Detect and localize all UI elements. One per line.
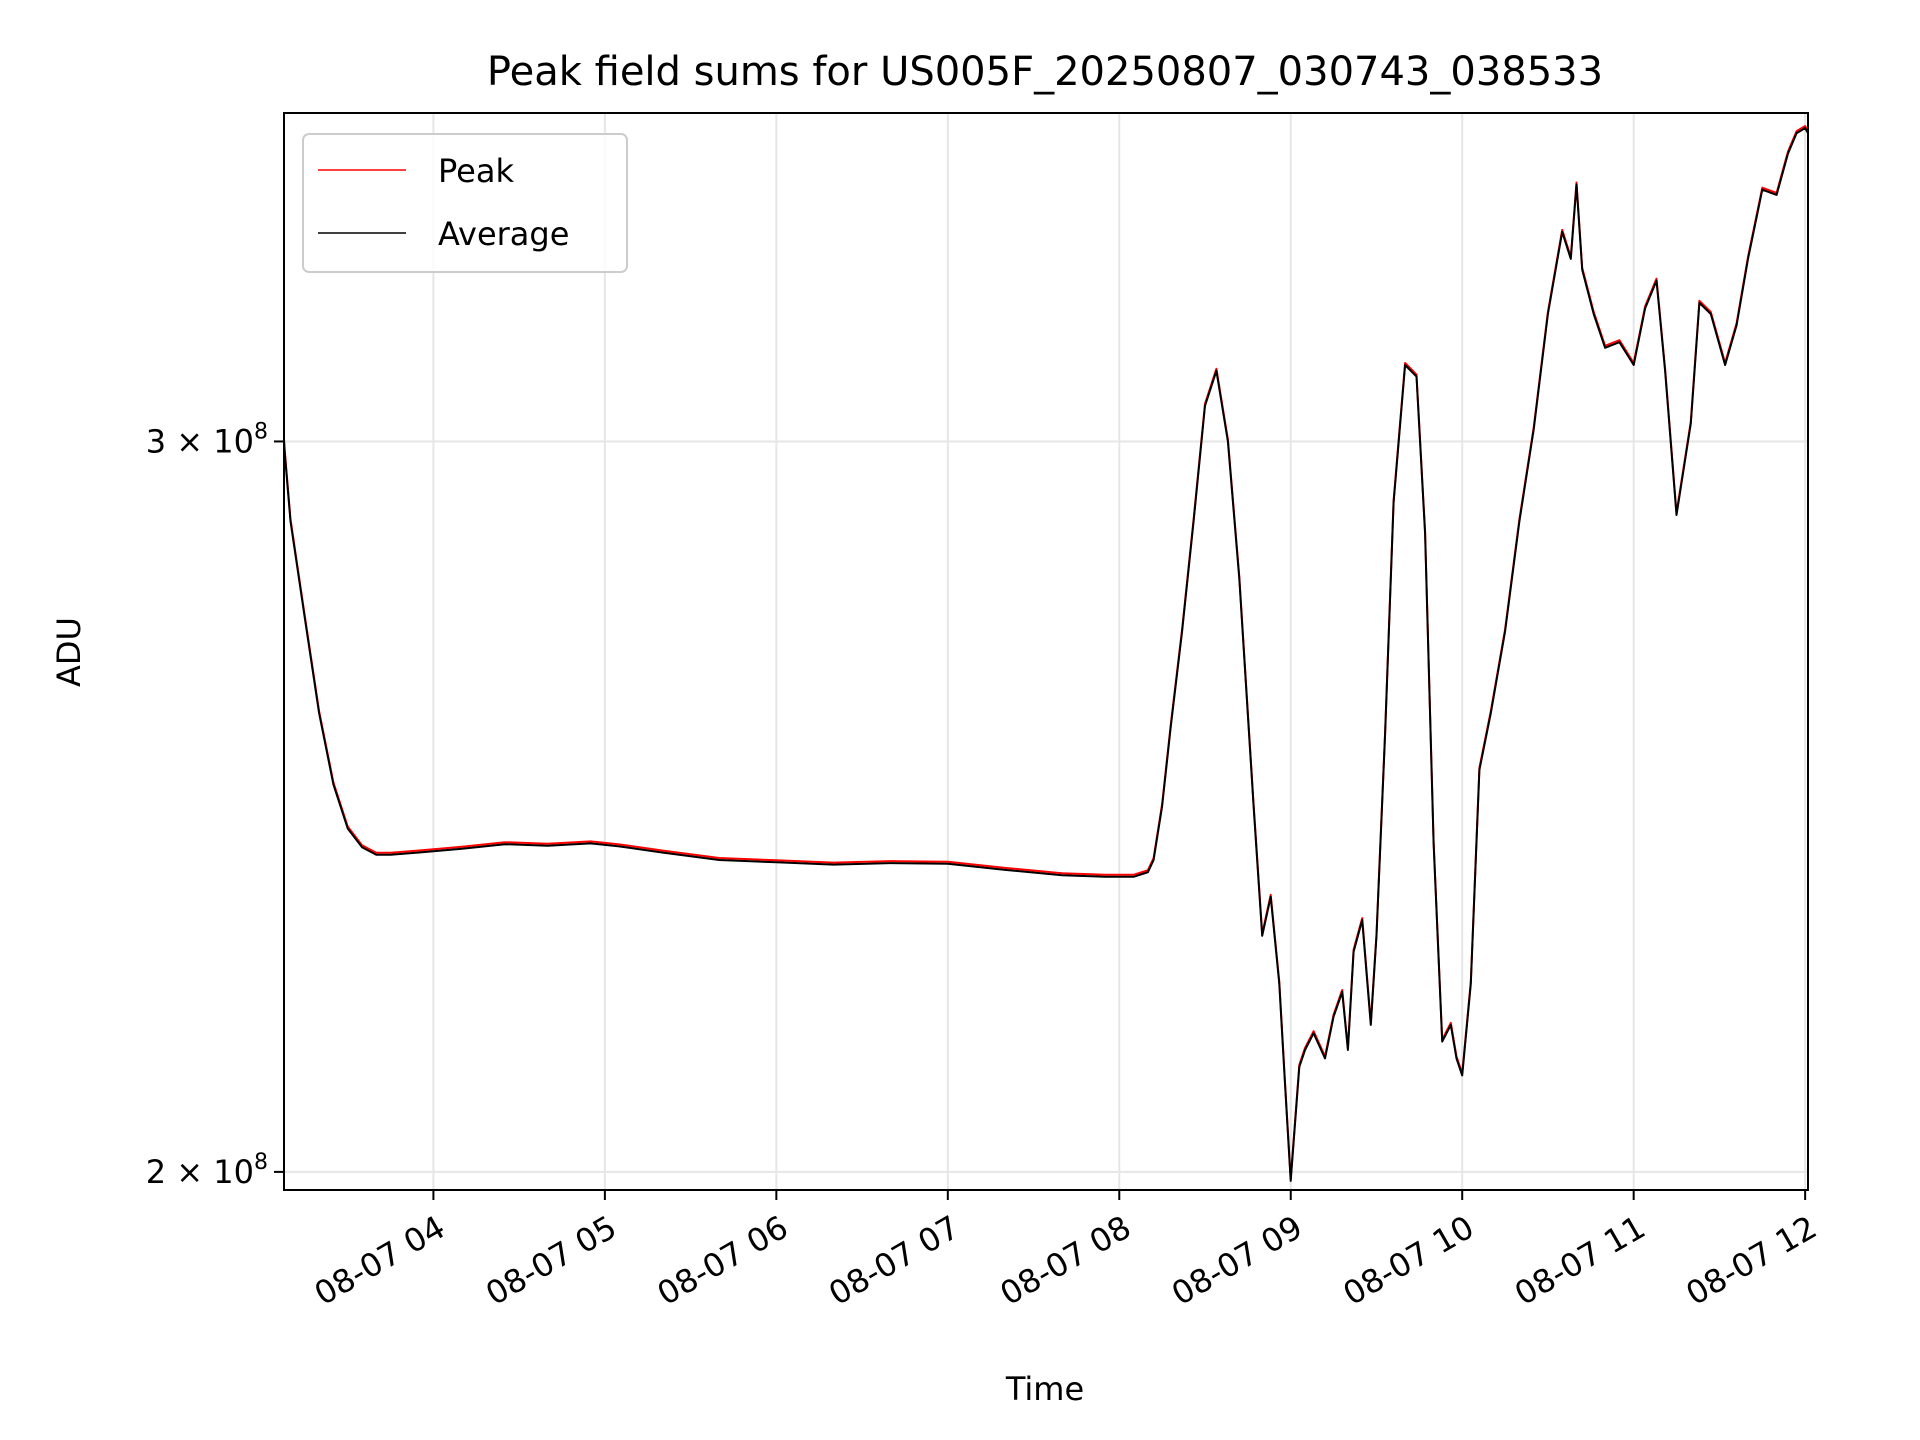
y-tick-label: 3 × 108 — [146, 419, 268, 460]
legend: Peak Average — [302, 133, 628, 273]
grid — [284, 113, 1808, 1190]
legend-box — [302, 133, 628, 273]
x-axis-label: Time — [1005, 1370, 1084, 1408]
y-axis-label: ADU — [50, 617, 88, 687]
plot-frame — [283, 112, 1809, 1191]
legend-label-peak: Peak — [438, 152, 514, 190]
series-line-average — [283, 127, 1809, 1182]
legend-label-average: Average — [438, 215, 569, 253]
y-tick-label: 2 × 108 — [146, 1150, 268, 1191]
series-layer — [283, 125, 1809, 1182]
chart-title: Peak field sums for US005F_20250807_0307… — [487, 49, 1603, 95]
